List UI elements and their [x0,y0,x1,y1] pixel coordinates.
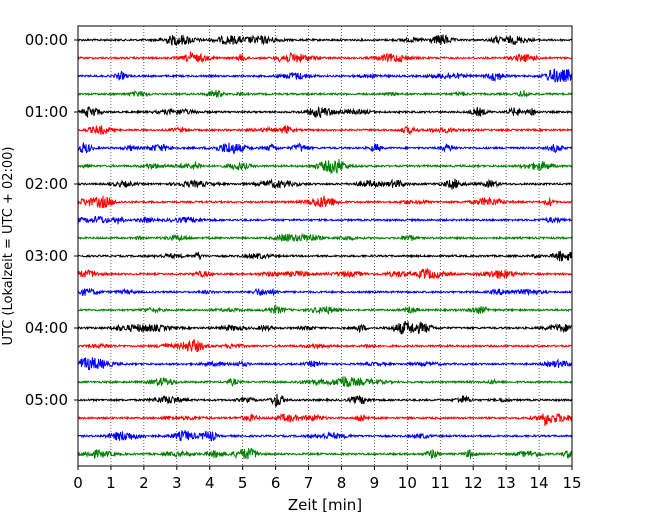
seismogram-trace [77,357,573,371]
x-tick-label: 6 [271,474,281,492]
x-tick-label: 8 [337,474,347,492]
seismogram-trace [77,195,573,209]
y-axis: 00:00 01:00 02:00 03:00 04:00 05:00 [25,31,78,409]
plot-frame [77,25,573,467]
seismogram-trace [77,215,573,225]
seismogram-trace [77,68,573,83]
seismogram-trace [77,376,573,388]
y-tick-label: 03:00 [25,247,68,265]
traces [77,34,573,460]
seismogram-trace [77,125,573,136]
seismogram-trace [77,89,573,99]
seismogram-trace [77,304,573,316]
x-tick-label: 10 [398,474,417,492]
seismogram-trace [77,429,573,442]
y-tick-label: 02:00 [25,175,68,193]
seismogram-trace [77,250,573,262]
x-grid [110,26,540,466]
y-tick-label: 00:00 [25,31,68,49]
y-tick-label: 04:00 [25,319,68,337]
x-tick-label: 12 [464,474,483,492]
seismogram-trace [77,232,573,243]
x-tick-label: 0 [73,474,83,492]
x-tick-label: 5 [238,474,248,492]
x-tick-label: 13 [497,474,516,492]
y-tick-label: 01:00 [25,103,68,121]
x-tick-label: 7 [304,474,314,492]
seismogram-trace [77,178,573,190]
seismogram-trace [77,267,573,280]
y-axis-label: UTC (Lokalzeit = UTC + 02:00) [1,147,16,346]
x-tick-label: 14 [530,474,549,492]
seismogram-trace [77,51,573,64]
seismogram-trace [77,105,573,118]
x-tick-label: 11 [431,474,450,492]
x-tick-label: 3 [172,474,182,492]
x-tick-label: 1 [106,474,116,492]
seismogram-trace [77,393,573,407]
x-tick-label: 9 [370,474,380,492]
x-tick-label: 4 [205,474,215,492]
x-tick-label: 15 [562,474,581,492]
seismogram-trace [77,412,573,427]
seismogram-trace [77,159,573,175]
x-tick-label: 2 [139,474,149,492]
seismogram-trace [77,141,573,155]
seismogram-trace [77,447,573,460]
seismogram-trace [77,34,573,46]
seismogram-trace [77,287,573,297]
x-axis: 0 1 2 3 4 5 6 7 8 9 10 11 12 13 14 15 [73,466,582,492]
seismogram-trace [77,338,573,353]
x-axis-label: Zeit [min] [288,496,362,514]
y-tick-label: 05:00 [25,391,68,409]
seismogram-trace [77,320,573,335]
